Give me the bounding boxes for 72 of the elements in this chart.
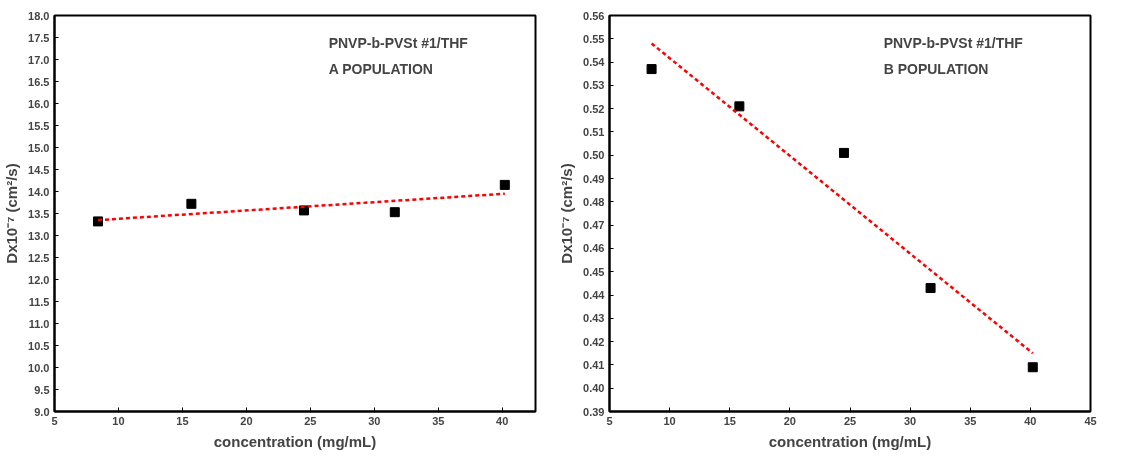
x-tick-label: 30	[368, 414, 381, 427]
point	[298, 205, 309, 216]
y-tick-label: 0.42	[583, 335, 605, 348]
y-tick-label: 15.5	[28, 119, 50, 132]
x-axis-title: concentration (mg/mL)	[768, 432, 932, 450]
y-tick-label: 16.5	[28, 75, 50, 88]
y-tick-label: 0.55	[583, 32, 605, 45]
y-tick-label: 10.0	[28, 361, 50, 374]
y-tick-label: 0.54	[583, 56, 606, 69]
y-tick-label: 0.44	[583, 289, 606, 302]
y-tick-label: 0.51	[583, 125, 605, 138]
y-tick-label: 0.50	[583, 149, 605, 162]
x-axis-title: concentration (mg/mL)	[213, 432, 377, 450]
y-tick-label: 0.41	[583, 358, 605, 371]
x-tick-label: 35	[964, 414, 977, 427]
y-tick-label: 0.40	[583, 382, 605, 395]
point	[838, 147, 849, 158]
x-tick-label: 30	[904, 414, 917, 427]
y-tick-label: 0.39	[583, 405, 605, 418]
annotation: B POPULATION	[883, 60, 989, 77]
point	[925, 283, 936, 294]
y-tick-label: 0.47	[583, 219, 605, 232]
y-tick-label: 0.45	[583, 265, 605, 278]
point	[92, 216, 103, 227]
y-tick-label: 17.5	[28, 31, 50, 44]
y-tick-label: 12.5	[28, 251, 50, 264]
y-tick-label: 18.0	[28, 9, 50, 22]
x-tick-label: 5	[606, 414, 613, 427]
x-tick-label: 15	[723, 414, 736, 427]
y-axis-title: Dx10⁻⁷ (cm²/s)	[3, 163, 21, 264]
y-tick-label: 0.52	[583, 102, 605, 115]
x-tick-label: 10	[663, 414, 676, 427]
y-tick-label: 11.5	[28, 295, 50, 308]
annotation: A POPULATION	[328, 60, 433, 77]
y-tick-label: 0.53	[583, 79, 605, 92]
y-tick-label: 13.0	[28, 229, 50, 242]
annotation: PNVP-b-PVSt #1/THF	[328, 35, 469, 52]
y-tick-label: 11.0	[28, 317, 50, 330]
point	[1027, 362, 1038, 373]
point	[734, 101, 745, 112]
y-tick-label: 0.46	[583, 242, 605, 255]
y-tick-label: 15.0	[28, 141, 50, 154]
y-axis-title: Dx10⁻⁷ (cm²/s)	[558, 163, 576, 264]
y-tick-label: 9.0	[34, 405, 50, 418]
point	[499, 179, 510, 190]
x-tick-label: 20	[783, 414, 797, 427]
y-tick-label: 14.0	[28, 185, 50, 198]
x-tick-label: 20	[240, 414, 253, 427]
x-tick-label: 45	[1084, 414, 1097, 427]
x-tick-label: 15	[176, 414, 189, 427]
x-tick-label: 10	[112, 414, 125, 427]
y-tick-label: 0.48	[583, 195, 605, 208]
y-tick-label: 10.5	[28, 339, 50, 352]
x-tick-label: 40	[1024, 414, 1037, 427]
y-tick-label: 12.0	[28, 273, 50, 286]
point	[389, 207, 400, 218]
y-tick-label: 17.0	[28, 53, 50, 66]
y-tick-label: 13.5	[28, 207, 50, 220]
x-tick-label: 40	[496, 414, 509, 427]
point	[646, 64, 657, 75]
y-tick-label: 0.43	[583, 312, 605, 325]
y-tick-label: 14.5	[28, 163, 50, 176]
y-tick-label: 16.0	[28, 97, 50, 110]
annotation: PNVP-b-PVSt #1/THF	[883, 35, 1024, 52]
x-tick-label: 5	[51, 414, 58, 427]
x-tick-label: 35	[432, 414, 445, 427]
y-tick-label: 0.49	[583, 172, 605, 185]
x-tick-label: 25	[304, 414, 317, 427]
y-tick-label: 0.56	[583, 9, 605, 22]
x-tick-label: 25	[843, 414, 857, 427]
y-tick-label: 9.5	[34, 383, 50, 396]
point	[186, 198, 197, 209]
